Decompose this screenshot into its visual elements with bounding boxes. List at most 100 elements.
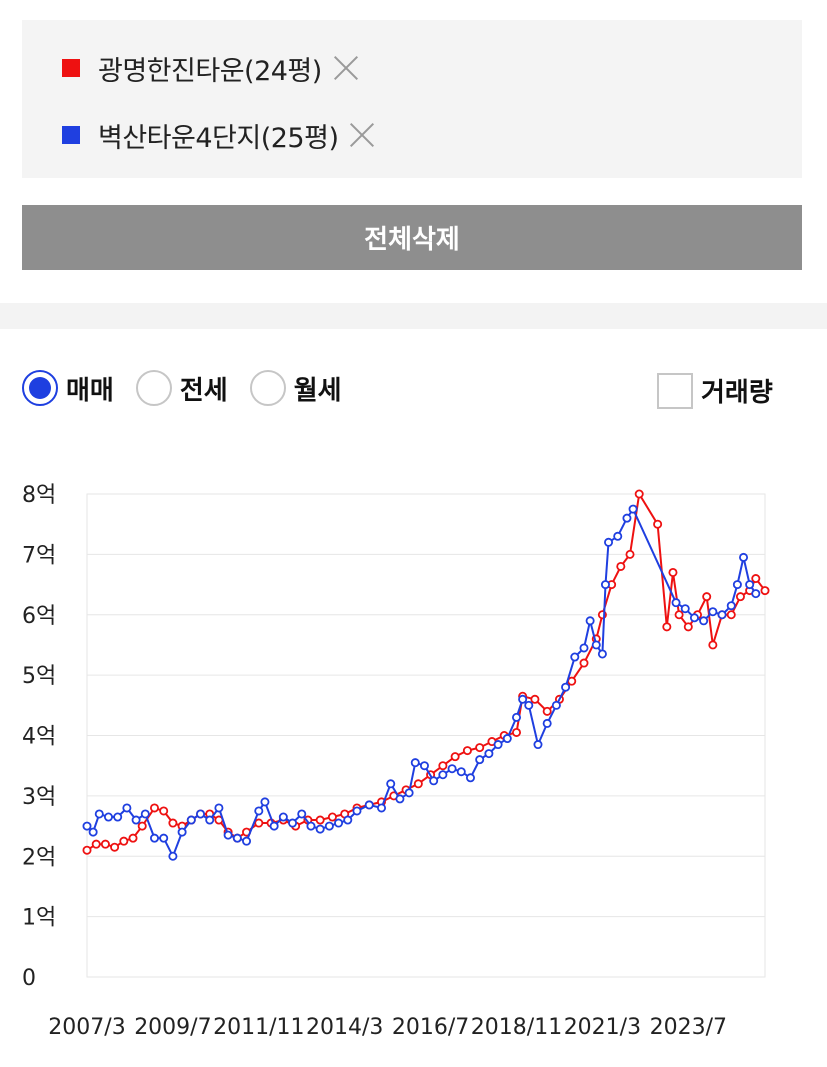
data-point[interactable] xyxy=(456,767,466,777)
data-point[interactable] xyxy=(450,752,460,762)
data-point[interactable] xyxy=(726,610,736,620)
radio-unselected-icon[interactable] xyxy=(135,370,172,406)
data-point[interactable] xyxy=(306,821,316,831)
data-point[interactable] xyxy=(447,764,457,774)
data-point[interactable] xyxy=(232,833,242,843)
data-point[interactable] xyxy=(475,743,485,753)
data-point[interactable] xyxy=(597,649,607,659)
data-point[interactable] xyxy=(622,513,632,523)
data-point[interactable] xyxy=(732,580,742,590)
data-point[interactable] xyxy=(131,815,141,825)
data-point[interactable] xyxy=(542,718,552,728)
data-point[interactable] xyxy=(613,531,623,541)
data-point[interactable] xyxy=(177,827,187,837)
data-point[interactable] xyxy=(100,839,110,849)
data-point[interactable] xyxy=(205,815,215,825)
close-icon[interactable] xyxy=(348,121,376,149)
volume-checkbox[interactable] xyxy=(657,372,693,409)
data-point[interactable] xyxy=(579,658,589,668)
data-point[interactable] xyxy=(324,821,334,831)
data-point[interactable] xyxy=(269,821,279,831)
data-point[interactable] xyxy=(604,537,614,547)
data-point[interactable] xyxy=(334,818,344,828)
data-point[interactable] xyxy=(113,812,123,822)
data-point[interactable] xyxy=(533,740,543,750)
data-point[interactable] xyxy=(119,836,129,846)
data-point[interactable] xyxy=(551,700,561,710)
data-point[interactable] xyxy=(717,610,727,620)
radio-sale[interactable]: 매매 xyxy=(22,370,114,407)
data-point[interactable] xyxy=(438,770,448,780)
data-point[interactable] xyxy=(223,830,233,840)
data-point[interactable] xyxy=(352,806,362,816)
data-point[interactable] xyxy=(512,712,522,722)
data-point[interactable] xyxy=(404,788,414,798)
data-point[interactable] xyxy=(689,613,699,623)
data-point[interactable] xyxy=(484,749,494,759)
data-point[interactable] xyxy=(726,601,736,611)
data-point[interactable] xyxy=(413,779,423,789)
data-point[interactable] xyxy=(493,740,503,750)
data-point[interactable] xyxy=(751,589,761,599)
data-point[interactable] xyxy=(585,616,595,626)
close-icon[interactable] xyxy=(332,54,360,82)
data-point[interactable] xyxy=(616,561,626,571)
data-point[interactable] xyxy=(159,833,169,843)
data-point[interactable] xyxy=(186,815,196,825)
data-point[interactable] xyxy=(140,809,150,819)
data-point[interactable] xyxy=(254,806,264,816)
data-point[interactable] xyxy=(683,622,693,632)
data-point[interactable] xyxy=(760,586,770,596)
data-point[interactable] xyxy=(674,610,684,620)
data-point[interactable] xyxy=(377,803,387,813)
data-point[interactable] xyxy=(149,833,159,843)
data-point[interactable] xyxy=(168,851,178,861)
data-point[interactable] xyxy=(708,640,718,650)
data-point[interactable] xyxy=(438,761,448,771)
delete-all-button[interactable]: 전체삭제 xyxy=(22,205,802,270)
data-point[interactable] xyxy=(751,574,761,584)
data-point[interactable] xyxy=(288,818,298,828)
data-point[interactable] xyxy=(465,773,475,783)
data-point[interactable] xyxy=(708,607,718,617)
data-point[interactable] xyxy=(671,598,681,608)
data-point[interactable] xyxy=(364,800,374,810)
data-point[interactable] xyxy=(82,821,92,831)
data-point[interactable] xyxy=(128,833,138,843)
data-point[interactable] xyxy=(668,567,678,577)
data-point[interactable] xyxy=(315,824,325,834)
data-point[interactable] xyxy=(475,755,485,765)
radio-jeonse[interactable]: 전세 xyxy=(135,370,228,407)
data-point[interactable] xyxy=(542,706,552,716)
data-point[interactable] xyxy=(745,580,755,590)
data-point[interactable] xyxy=(735,592,745,602)
volume-toggle[interactable]: 거래량 xyxy=(657,372,773,409)
data-point[interactable] xyxy=(168,818,178,828)
radio-monthly-rent[interactable]: 월세 xyxy=(249,370,342,407)
data-point[interactable] xyxy=(196,809,206,819)
data-point[interactable] xyxy=(680,604,690,614)
data-point[interactable] xyxy=(419,761,429,771)
data-point[interactable] xyxy=(518,694,528,704)
data-point[interactable] xyxy=(662,622,672,632)
data-point[interactable] xyxy=(343,815,353,825)
data-point[interactable] xyxy=(512,727,522,737)
data-point[interactable] xyxy=(634,489,644,499)
data-point[interactable] xyxy=(260,797,270,807)
data-point[interactable] xyxy=(530,694,540,704)
data-point[interactable] xyxy=(579,643,589,653)
data-point[interactable] xyxy=(214,803,224,813)
data-point[interactable] xyxy=(625,549,635,559)
data-point[interactable] xyxy=(591,640,601,650)
data-point[interactable] xyxy=(600,580,610,590)
data-point[interactable] xyxy=(386,779,396,789)
data-point[interactable] xyxy=(278,812,288,822)
data-point[interactable] xyxy=(410,758,420,768)
data-point[interactable] xyxy=(159,806,169,816)
data-point[interactable] xyxy=(315,815,325,825)
radio-selected-icon[interactable] xyxy=(22,370,58,406)
data-point[interactable] xyxy=(570,652,580,662)
data-point[interactable] xyxy=(242,836,252,846)
data-point[interactable] xyxy=(94,809,104,819)
data-point[interactable] xyxy=(502,734,512,744)
